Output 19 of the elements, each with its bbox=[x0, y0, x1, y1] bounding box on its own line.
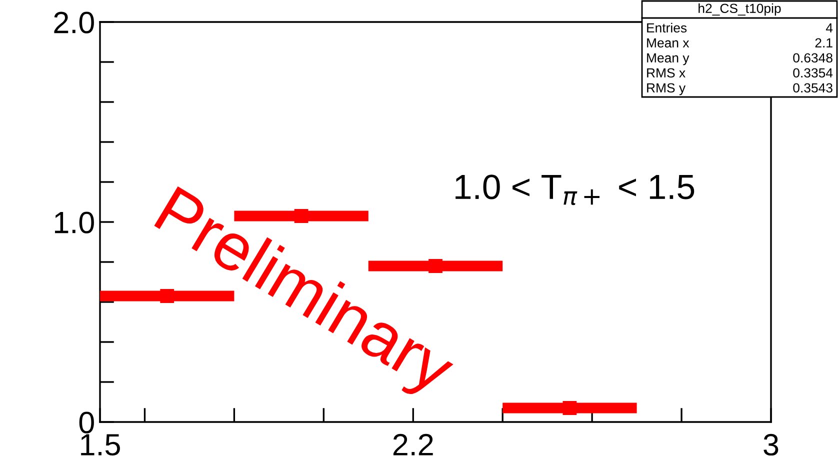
annotation: RMS x bbox=[647, 68, 686, 78]
text: 2.1 bbox=[815, 38, 832, 48]
y-tick-label: 2.0 bbox=[54, 12, 94, 34]
x-tick-label: 1.5 bbox=[81, 434, 120, 456]
annotation: Entries bbox=[647, 22, 687, 33]
x-tick-label: 2.2 bbox=[393, 434, 433, 456]
annotation: Mean y bbox=[647, 53, 690, 66]
text: h2_CS_t10pip bbox=[698, 3, 781, 16]
text: 0.3354 bbox=[793, 68, 833, 78]
y-tick-label: 1.0 bbox=[54, 212, 94, 234]
x-tick-label: 3 bbox=[764, 434, 778, 456]
text: 0.6348 bbox=[793, 53, 832, 63]
annotation: Mean x bbox=[647, 38, 690, 48]
annotation: 1.0 < T$_{π+}$ < 1.5 bbox=[456, 174, 694, 206]
text: 0.3543 bbox=[793, 83, 832, 93]
y-tick-label: 0 bbox=[79, 412, 94, 434]
annotation: RMS y bbox=[647, 83, 686, 96]
point bbox=[562, 401, 577, 415]
text: 4 bbox=[826, 23, 833, 32]
